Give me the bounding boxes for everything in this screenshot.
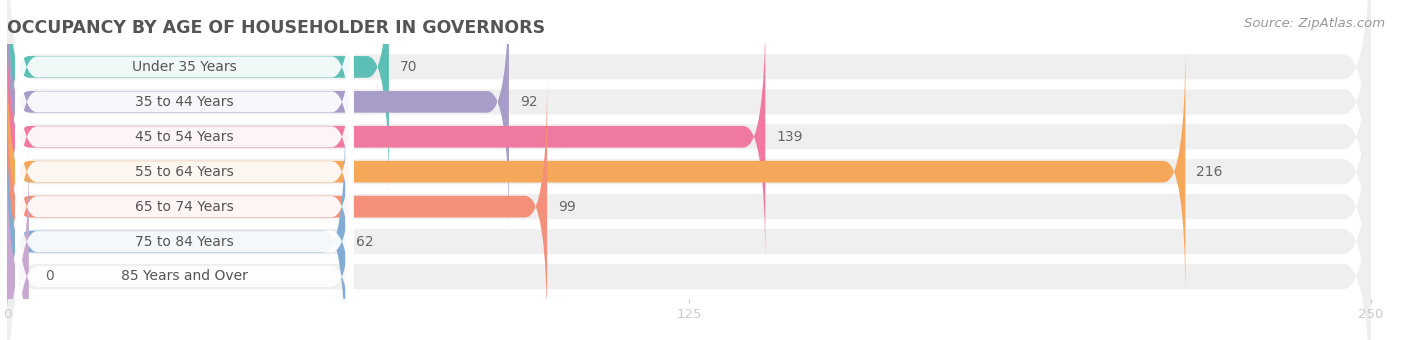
FancyBboxPatch shape [7, 0, 389, 196]
FancyBboxPatch shape [7, 115, 1371, 340]
FancyBboxPatch shape [7, 0, 1371, 299]
FancyBboxPatch shape [7, 8, 765, 266]
Text: 99: 99 [558, 200, 576, 214]
Text: Under 35 Years: Under 35 Years [132, 60, 236, 74]
Text: 62: 62 [356, 235, 374, 249]
FancyBboxPatch shape [7, 43, 1185, 301]
Text: 55 to 64 Years: 55 to 64 Years [135, 165, 233, 179]
FancyBboxPatch shape [7, 78, 547, 336]
Text: 65 to 74 Years: 65 to 74 Years [135, 200, 233, 214]
Text: Source: ZipAtlas.com: Source: ZipAtlas.com [1244, 17, 1385, 30]
FancyBboxPatch shape [7, 10, 1371, 334]
FancyBboxPatch shape [15, 78, 353, 336]
FancyBboxPatch shape [7, 0, 1371, 229]
FancyBboxPatch shape [15, 42, 353, 301]
Text: 75 to 84 Years: 75 to 84 Years [135, 235, 233, 249]
FancyBboxPatch shape [15, 7, 353, 266]
Text: 216: 216 [1197, 165, 1223, 179]
FancyBboxPatch shape [15, 112, 353, 340]
Text: 45 to 54 Years: 45 to 54 Years [135, 130, 233, 144]
FancyBboxPatch shape [7, 113, 346, 340]
FancyBboxPatch shape [15, 0, 353, 231]
FancyBboxPatch shape [7, 45, 1371, 340]
FancyBboxPatch shape [7, 0, 1371, 264]
FancyBboxPatch shape [15, 0, 353, 196]
FancyBboxPatch shape [7, 148, 30, 340]
Text: 139: 139 [776, 130, 803, 144]
Text: 35 to 44 Years: 35 to 44 Years [135, 95, 233, 109]
Text: 70: 70 [399, 60, 418, 74]
FancyBboxPatch shape [15, 147, 353, 340]
Text: OCCUPANCY BY AGE OF HOUSEHOLDER IN GOVERNORS: OCCUPANCY BY AGE OF HOUSEHOLDER IN GOVER… [7, 19, 546, 37]
FancyBboxPatch shape [7, 0, 509, 231]
Text: 85 Years and Over: 85 Years and Over [121, 270, 247, 284]
FancyBboxPatch shape [7, 80, 1371, 340]
Text: 0: 0 [45, 270, 53, 284]
Text: 92: 92 [520, 95, 537, 109]
